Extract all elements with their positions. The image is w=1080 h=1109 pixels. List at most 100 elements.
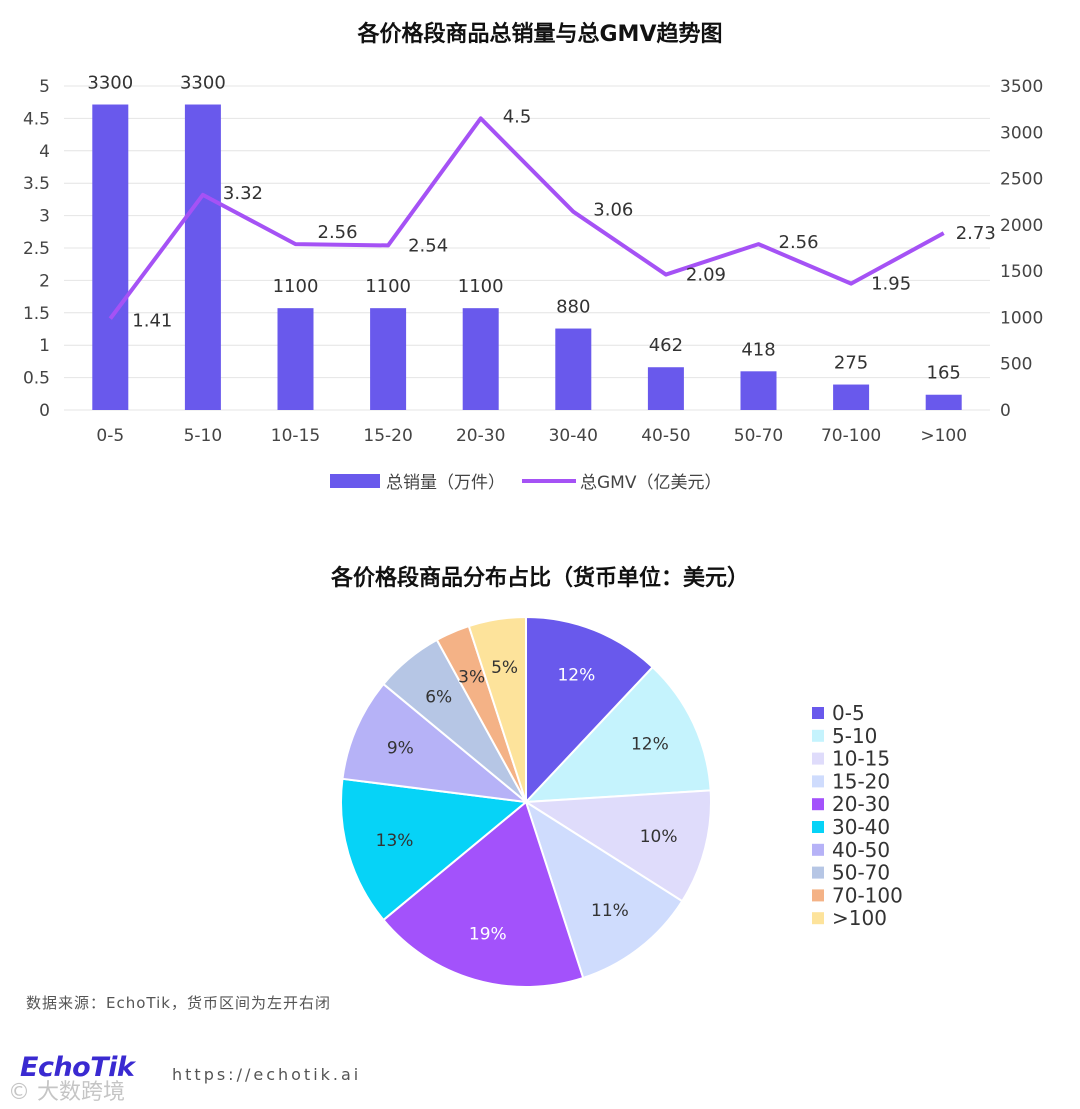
bar-data-label: 275 xyxy=(834,353,868,374)
legend-bar-swatch xyxy=(330,474,380,488)
x-tick-label: 5-10 xyxy=(184,426,223,446)
line-data-label: 2.09 xyxy=(686,265,726,286)
y-left-tick-label: 1 xyxy=(39,336,50,356)
pie-legend-label: 70-100 xyxy=(832,883,903,907)
bar-data-label: 1100 xyxy=(365,276,411,297)
x-tick-label: 15-20 xyxy=(363,426,412,446)
line-data-label: 2.73 xyxy=(956,223,996,244)
pie-slice-label: 3% xyxy=(458,667,485,687)
bar xyxy=(462,308,499,410)
pie-legend-swatch xyxy=(812,866,824,879)
pie-legend-swatch xyxy=(812,798,824,811)
y-left-tick-label: 1.5 xyxy=(23,304,50,324)
bar-data-label: 880 xyxy=(556,297,590,318)
pie-legend-swatch xyxy=(812,912,824,925)
pie-legend-swatch xyxy=(812,729,824,742)
gmv-line xyxy=(108,116,945,320)
bar-data-label: 1100 xyxy=(273,276,319,297)
y-left-tick-label: 4.5 xyxy=(23,109,50,129)
pie-legend-swatch xyxy=(812,707,824,719)
pie-legend-label: 20-30 xyxy=(832,792,890,816)
y-right-tick-label: 2500 xyxy=(1000,170,1043,190)
line-data-label: 2.56 xyxy=(779,232,819,253)
bar-data-label: 462 xyxy=(649,335,683,356)
pie-legend-label: 5-10 xyxy=(832,724,877,748)
pie-legend-label: 50-70 xyxy=(832,861,890,885)
pie-slices xyxy=(340,615,712,988)
pie-slice-label: 10% xyxy=(640,827,678,847)
y-right-tick-label: 1500 xyxy=(1000,262,1043,282)
combo-chart: 3300 3300 1100 1100 1100 880 462 418 275 165 1.41… xyxy=(23,73,1043,493)
bar xyxy=(184,104,221,410)
y-right-tick-label: 0 xyxy=(1000,401,1011,421)
pie-slice-label: 5% xyxy=(491,658,518,678)
bar xyxy=(647,367,684,410)
pie-slice xyxy=(382,800,585,988)
pie-legend-swatch xyxy=(812,889,824,902)
pie-legend-swatch xyxy=(812,752,824,765)
pie-legend-swatch xyxy=(812,775,824,788)
y-left-tick-label: 3.5 xyxy=(23,174,50,194)
combo-bars: 3300 3300 1100 1100 1100 880 462 418 275 165 xyxy=(87,73,962,410)
website-url[interactable]: https://echotik.ai xyxy=(172,1065,362,1084)
line-data-label: 2.54 xyxy=(408,235,448,256)
data-source-note: 数据来源：EchoTik，货币区间为左开右闭 xyxy=(26,994,331,1012)
x-tick-label: >100 xyxy=(920,426,967,446)
line-data-label: 1.41 xyxy=(132,311,172,332)
combo-legend: 总销量（万件） 总GMV（亿美元） xyxy=(330,473,721,493)
y-right-tick-label: 500 xyxy=(1000,355,1032,375)
bar-data-label: 1100 xyxy=(458,276,504,297)
y-right-tick-label: 3000 xyxy=(1000,123,1043,143)
watermark: © 大数跨境 xyxy=(8,1080,125,1105)
y-left-tick-label: 5 xyxy=(39,77,50,97)
y-left-tick-label: 3 xyxy=(39,207,50,227)
y-left-tick-label: 2.5 xyxy=(23,239,50,259)
pie-slice xyxy=(525,615,655,805)
legend-line-label: 总GMV（亿美元） xyxy=(580,473,721,493)
pie-slice-label: 12% xyxy=(631,735,669,755)
pie-legend-label: >100 xyxy=(832,906,887,930)
combo-chart-title: 各价格段商品总销量与总GMV趋势图 xyxy=(357,22,723,47)
echotik-logo: EchoTik xyxy=(20,1052,135,1083)
x-tick-label: 0-5 xyxy=(96,426,124,446)
pie-chart: 12%12%10%11%19%13%9%6%3% 5% 0-55-1010-151… xyxy=(340,615,903,988)
pie-slice xyxy=(467,615,527,803)
y-left-tick-label: 0.5 xyxy=(23,369,50,389)
y-right-tick-label: 1000 xyxy=(1000,308,1043,328)
x-tick-label: 30-40 xyxy=(549,426,598,446)
pie-legend-swatch xyxy=(812,821,824,833)
pie-chart-title: 各价格段商品分布占比（货币单位：美元） xyxy=(330,566,749,591)
pie-slice-label: 13% xyxy=(376,831,414,851)
bar-data-label: 3300 xyxy=(87,73,133,94)
bar xyxy=(555,328,592,410)
y-right-tick-label: 3500 xyxy=(1000,77,1043,97)
pie-slice xyxy=(524,799,684,980)
pie-slice-label: 19% xyxy=(469,924,507,944)
bar-data-label: 3300 xyxy=(180,73,226,94)
line-data-label: 4.5 xyxy=(503,106,532,127)
x-tick-label: 50-70 xyxy=(734,426,783,446)
line-data-label: 3.06 xyxy=(593,200,633,221)
x-tick-label: 10-15 xyxy=(271,426,320,446)
y-left-tick-label: 0 xyxy=(39,401,50,421)
bar xyxy=(370,308,407,410)
bar xyxy=(277,308,314,410)
pie-legend: 0-55-1010-1515-2020-3030-4040-5050-7070-… xyxy=(812,701,903,930)
combo-line: 1.41 3.32 2.56 2.54 4.5 3.06 2.09 2.56 1.95 2.73 xyxy=(108,106,996,332)
bar xyxy=(925,394,962,410)
pie-slice-label: 12% xyxy=(557,666,595,686)
pie-labels: 12% 12% 10% 11% 19% 13% 9% 6% 3% 5% xyxy=(376,658,678,945)
pie-legend-label: 10-15 xyxy=(832,747,890,771)
line-data-label: 2.56 xyxy=(318,222,358,243)
x-tick-label: 20-30 xyxy=(456,426,505,446)
pie-slice xyxy=(341,682,530,804)
pie-legend-label: 0-5 xyxy=(832,701,865,725)
pie-legend-label: 40-50 xyxy=(832,838,890,862)
line-data-label: 1.95 xyxy=(871,274,911,295)
y-right-tick-label: 2000 xyxy=(1000,216,1043,236)
pie-slice-label: 6% xyxy=(425,688,452,708)
y-left-tick-label: 2 xyxy=(39,271,50,291)
bar xyxy=(833,384,870,410)
bar xyxy=(92,104,129,410)
bar xyxy=(740,371,777,410)
